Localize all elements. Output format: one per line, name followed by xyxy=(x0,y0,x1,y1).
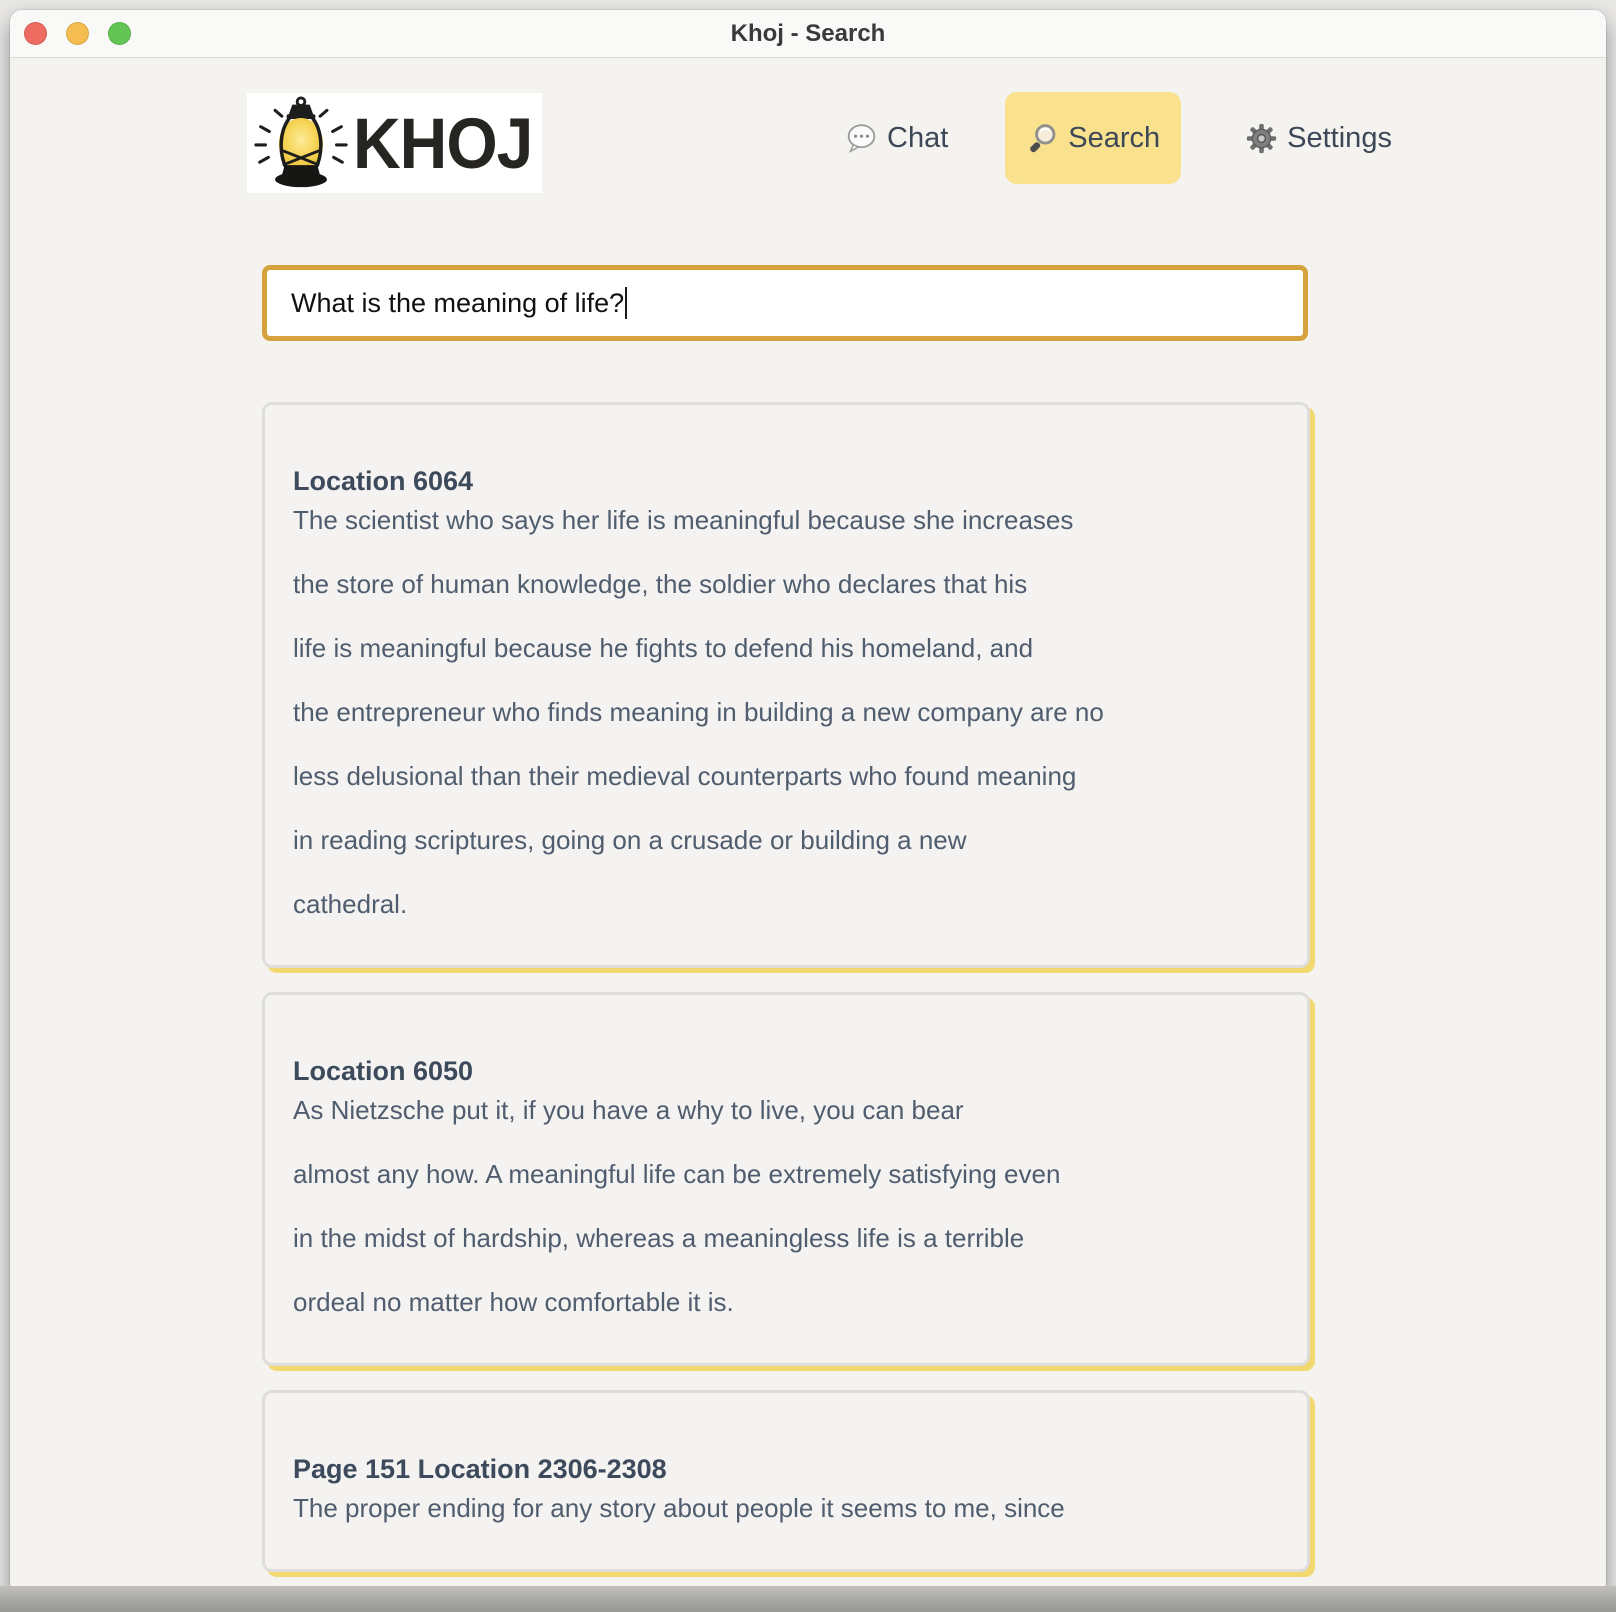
result-body: The proper ending for any story about pe… xyxy=(293,1493,1279,1523)
result-line: the store of human knowledge, the soldie… xyxy=(293,569,1028,599)
result-line: the entrepreneur who finds meaning in bu… xyxy=(293,697,1104,727)
main-content: KHOJ Chat Search xyxy=(10,58,1606,1595)
result-line: The proper ending for any story about pe… xyxy=(293,1493,1065,1523)
result-line: ordeal no matter how comfortable it is. xyxy=(293,1287,734,1317)
zoom-window-button[interactable] xyxy=(108,22,131,45)
nav-item-chat[interactable]: Chat xyxy=(845,122,948,155)
magnifier-icon xyxy=(1030,123,1056,152)
text-caret xyxy=(625,287,628,319)
desktop-backdrop-shadow xyxy=(0,1586,1616,1612)
gear-icon xyxy=(1246,123,1277,153)
results-list: Location 6064 The scientist who says her… xyxy=(262,402,1310,1595)
nav-item-settings[interactable]: Settings xyxy=(1245,122,1392,155)
nav-chat-label: Chat xyxy=(887,121,949,154)
result-body: As Nietzsche put it, if you have a why t… xyxy=(293,1095,1279,1317)
window-title: Khoj - Search xyxy=(730,19,886,47)
app-window: Khoj - Search xyxy=(10,10,1606,1595)
titlebar: Khoj - Search xyxy=(10,10,1606,58)
traffic-lights xyxy=(24,22,131,45)
result-body: The scientist who says her life is meani… xyxy=(293,505,1279,919)
khoj-logo: KHOJ xyxy=(247,93,543,193)
result-line: in the midst of hardship, whereas a mean… xyxy=(293,1223,1025,1253)
brand-text: KHOJ xyxy=(353,103,533,183)
search-input[interactable]: What is the meaning of life? xyxy=(262,265,1308,341)
nav-item-search[interactable]: Search xyxy=(1005,92,1182,184)
result-line: life is meaningful because he fights to … xyxy=(293,633,1034,663)
search-input-value: What is the meaning of life? xyxy=(291,287,625,318)
result-line: The scientist who says her life is meani… xyxy=(293,505,1074,535)
chat-bubble-icon xyxy=(847,123,876,153)
result-line: in reading scriptures, going on a crusad… xyxy=(293,825,967,855)
minimize-window-button[interactable] xyxy=(66,22,89,45)
result-card[interactable]: Location 6050 As Nietzsche put it, if yo… xyxy=(262,992,1310,1366)
nav-search-label: Search xyxy=(1068,121,1161,154)
result-heading: Page 151 Location 2306-2308 xyxy=(293,1454,667,1484)
result-line: As Nietzsche put it, if you have a why t… xyxy=(293,1095,964,1125)
result-card[interactable]: Page 151 Location 2306-2308 The proper e… xyxy=(262,1390,1310,1572)
result-card[interactable]: Location 6064 The scientist who says her… xyxy=(262,402,1310,968)
result-line: almost any how. A meaningful life can be… xyxy=(293,1159,1061,1189)
nav-settings-label: Settings xyxy=(1287,121,1392,154)
lantern-icon xyxy=(254,96,348,188)
result-line: cathedral. xyxy=(293,889,408,919)
close-window-button[interactable] xyxy=(24,22,47,45)
result-heading: Location 6064 xyxy=(293,466,474,496)
result-heading: Location 6050 xyxy=(293,1056,474,1086)
result-line: less delusional than their medieval coun… xyxy=(293,761,1077,791)
top-navigation: Chat Search xyxy=(830,92,1392,184)
